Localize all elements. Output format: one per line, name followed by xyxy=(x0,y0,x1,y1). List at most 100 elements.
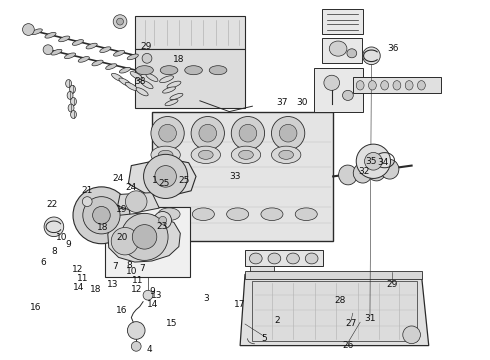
Ellipse shape xyxy=(163,87,175,93)
Text: 12: 12 xyxy=(130,285,142,294)
Circle shape xyxy=(117,18,123,25)
Text: 18: 18 xyxy=(90,285,101,294)
Text: 8: 8 xyxy=(126,261,132,270)
Circle shape xyxy=(271,117,305,150)
Ellipse shape xyxy=(136,88,148,96)
Text: 28: 28 xyxy=(334,296,345,305)
Circle shape xyxy=(199,125,217,142)
Text: 1: 1 xyxy=(151,176,157,185)
Text: 11: 11 xyxy=(76,274,88,283)
Ellipse shape xyxy=(106,64,117,69)
Circle shape xyxy=(44,217,64,237)
Bar xyxy=(250,266,274,274)
Ellipse shape xyxy=(367,161,386,181)
Circle shape xyxy=(83,197,120,234)
Text: 29: 29 xyxy=(140,42,152,51)
Circle shape xyxy=(143,290,153,300)
Ellipse shape xyxy=(141,81,153,89)
Ellipse shape xyxy=(165,99,178,106)
Circle shape xyxy=(127,322,145,339)
Bar xyxy=(252,281,417,341)
Ellipse shape xyxy=(130,72,142,80)
Ellipse shape xyxy=(239,150,253,159)
Text: 4: 4 xyxy=(147,345,152,354)
Ellipse shape xyxy=(133,71,144,77)
Ellipse shape xyxy=(51,49,62,55)
Text: 7: 7 xyxy=(139,264,145,273)
Ellipse shape xyxy=(231,146,261,163)
Ellipse shape xyxy=(227,208,249,220)
Ellipse shape xyxy=(73,40,83,45)
Ellipse shape xyxy=(329,41,347,56)
Bar xyxy=(314,68,363,112)
Circle shape xyxy=(365,153,382,170)
Ellipse shape xyxy=(100,47,111,53)
Ellipse shape xyxy=(405,81,413,90)
Text: 9: 9 xyxy=(149,287,155,296)
Text: 25: 25 xyxy=(158,179,170,188)
Polygon shape xyxy=(135,49,245,108)
Circle shape xyxy=(159,125,176,142)
Circle shape xyxy=(154,212,172,229)
Circle shape xyxy=(239,125,257,142)
Text: 6: 6 xyxy=(40,258,46,267)
Text: 7: 7 xyxy=(112,262,118,271)
Ellipse shape xyxy=(92,60,103,66)
Ellipse shape xyxy=(343,90,353,100)
Text: 25: 25 xyxy=(178,176,190,185)
Circle shape xyxy=(363,47,380,65)
Ellipse shape xyxy=(68,104,74,112)
Polygon shape xyxy=(108,213,180,262)
Ellipse shape xyxy=(71,98,76,105)
Ellipse shape xyxy=(125,82,137,90)
Circle shape xyxy=(111,228,139,255)
Ellipse shape xyxy=(295,208,317,220)
Ellipse shape xyxy=(193,208,215,220)
Text: 30: 30 xyxy=(296,98,308,107)
Bar xyxy=(322,9,363,34)
Text: 13: 13 xyxy=(107,280,119,289)
Text: 10: 10 xyxy=(125,267,137,276)
Text: 38: 38 xyxy=(134,77,146,86)
Ellipse shape xyxy=(146,73,158,81)
Text: 20: 20 xyxy=(117,233,128,242)
Text: 5: 5 xyxy=(262,334,268,343)
Polygon shape xyxy=(128,158,196,196)
Circle shape xyxy=(403,326,420,343)
Text: 29: 29 xyxy=(386,280,398,289)
Text: 10: 10 xyxy=(55,233,67,242)
Ellipse shape xyxy=(86,43,97,49)
Ellipse shape xyxy=(249,253,262,264)
Ellipse shape xyxy=(65,53,75,59)
Ellipse shape xyxy=(127,54,138,60)
Text: 24: 24 xyxy=(126,183,137,192)
Circle shape xyxy=(142,53,152,63)
Circle shape xyxy=(121,213,168,260)
Ellipse shape xyxy=(114,50,124,56)
Ellipse shape xyxy=(209,66,227,75)
Circle shape xyxy=(191,117,224,150)
Ellipse shape xyxy=(67,91,73,99)
Circle shape xyxy=(155,166,176,187)
Ellipse shape xyxy=(120,67,130,73)
Circle shape xyxy=(82,197,92,207)
Text: 18: 18 xyxy=(173,55,185,64)
Ellipse shape xyxy=(170,93,183,100)
Circle shape xyxy=(231,117,265,150)
Ellipse shape xyxy=(368,81,376,90)
Ellipse shape xyxy=(287,253,299,264)
Ellipse shape xyxy=(191,146,220,163)
Ellipse shape xyxy=(119,78,131,86)
Circle shape xyxy=(93,207,110,224)
Text: 21: 21 xyxy=(81,186,93,195)
Ellipse shape xyxy=(381,81,389,90)
Text: 26: 26 xyxy=(342,341,354,350)
Text: 22: 22 xyxy=(47,200,58,209)
Text: 24: 24 xyxy=(112,174,123,183)
Ellipse shape xyxy=(45,32,56,38)
Text: 16: 16 xyxy=(116,306,127,315)
Ellipse shape xyxy=(305,253,318,264)
Ellipse shape xyxy=(271,146,301,163)
Ellipse shape xyxy=(417,81,425,90)
Text: 11: 11 xyxy=(132,276,144,284)
